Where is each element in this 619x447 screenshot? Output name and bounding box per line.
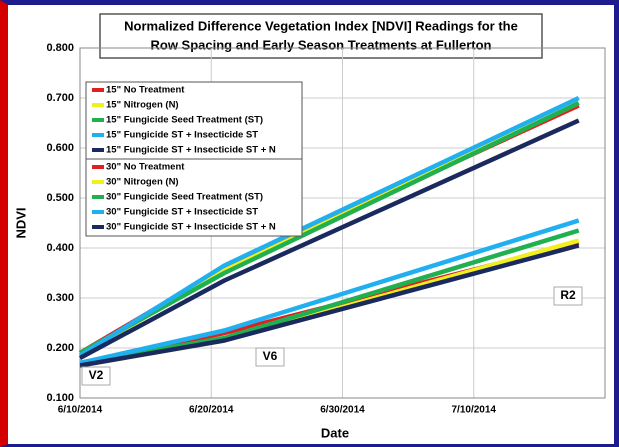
y-tick-label: 0.100 xyxy=(46,392,74,404)
legend-label: 30" Fungicide ST + Insecticide ST xyxy=(106,207,258,218)
title-box xyxy=(99,13,543,59)
annotation-box xyxy=(553,286,583,306)
y-tick-label: 0.500 xyxy=(46,192,74,204)
x-tick-label: 6/10/2014 xyxy=(58,405,103,416)
legend-label: 15" No Treatment xyxy=(106,85,185,96)
legend-label: 15" Fungicide ST + Insecticide ST xyxy=(106,130,258,141)
legend-box xyxy=(85,158,303,237)
series-line xyxy=(79,228,580,366)
x-tick-label: 7/10/2014 xyxy=(452,405,497,416)
legend-label: 15" Fungicide ST + Insecticide ST + N xyxy=(106,145,276,156)
y-tick-label: 0.700 xyxy=(46,92,74,104)
annotation: V2 xyxy=(89,368,104,382)
annotation: R2 xyxy=(560,288,576,302)
annotation: V6 xyxy=(263,349,278,363)
annotation-box xyxy=(81,366,111,386)
x-axis-label: Date xyxy=(321,425,349,440)
series-line xyxy=(78,95,580,358)
annotation-box xyxy=(255,347,285,367)
legend-label: 30" No Treatment xyxy=(106,162,185,173)
legend-label: 15" Nitrogen (N) xyxy=(106,100,179,111)
y-axis-label: NDVI xyxy=(13,207,28,238)
legend-box xyxy=(85,81,303,160)
series-line xyxy=(78,118,580,360)
series-line xyxy=(79,243,580,368)
y-tick-label: 0.200 xyxy=(46,342,74,354)
x-tick-label: 6/30/2014 xyxy=(320,405,365,416)
legend-label: 15" Fungicide Seed Treatment (ST) xyxy=(106,115,263,126)
legend-label: 30" Nitrogen (N) xyxy=(106,177,179,188)
legend-label: 30" Fungicide Seed Treatment (ST) xyxy=(106,192,263,203)
legend-label: 30" Fungicide ST + Insecticide ST + N xyxy=(106,222,276,233)
y-tick-label: 0.600 xyxy=(46,142,74,154)
y-tick-label: 0.300 xyxy=(46,292,74,304)
chart-title: Normalized Difference Vegetation Index [… xyxy=(124,18,518,33)
x-tick-label: 6/20/2014 xyxy=(189,405,234,416)
series-line xyxy=(79,218,580,366)
chart-title: Row Spacing and Early Season Treatments … xyxy=(151,37,492,52)
plot-border xyxy=(79,47,606,399)
y-tick-label: 0.400 xyxy=(46,242,74,254)
y-tick-label: 0.800 xyxy=(46,42,74,54)
